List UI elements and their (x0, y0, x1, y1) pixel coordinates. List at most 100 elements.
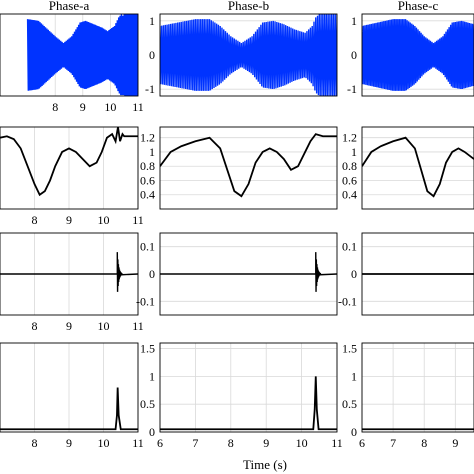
x-tick-label: 11 (132, 213, 144, 227)
series-line (0, 252, 138, 292)
series-line (362, 136, 474, 198)
y-tick-label: 0.1 (342, 240, 357, 254)
y-tick-label: -0.1 (136, 294, 155, 308)
plot-area (362, 136, 474, 198)
plot-area (160, 133, 337, 198)
y-tick-label: 0.5 (342, 397, 357, 411)
x-tick-label: 9 (263, 436, 269, 450)
subplot-r1c2: -1 0 1 Phase-b (145, 0, 338, 97)
x-tick-label: 9 (80, 100, 86, 114)
x-tick-label: 6 (157, 436, 163, 450)
axes-box (361, 232, 474, 316)
axes-box (361, 13, 474, 97)
series-line (160, 133, 337, 198)
y-tick-label: 1 (149, 145, 155, 159)
x-tick-label: 7 (390, 436, 396, 450)
x-tick-label: 11 (132, 319, 144, 333)
x-tick-label: 9 (66, 319, 72, 333)
subplot-r2c2: 0.40.60.811.2 (140, 126, 338, 210)
subplot-r1c1: 8 9 10 11 Phase-a (0, 0, 144, 114)
axes-box (159, 126, 338, 210)
axes-box (0, 13, 139, 97)
x-tick-label: 8 (228, 436, 234, 450)
x-tick-label: 8 (52, 100, 58, 114)
x-tick-label: 10 (296, 436, 308, 450)
subplot-r2c3: 0.40.60.811.2 (342, 126, 474, 210)
y-tick-label: 0 (351, 48, 357, 62)
subplot-title: Phase-b (228, 0, 269, 13)
subplot-r2c1: 8 9 10 11 (0, 126, 144, 227)
y-tick-label: 0.5 (140, 397, 155, 411)
y-tick-label: 1.5 (342, 342, 357, 356)
y-tick-label: 1 (149, 369, 155, 383)
y-tick-label: 1 (351, 145, 357, 159)
series-line (0, 127, 138, 197)
x-tick-label: 6 (359, 436, 365, 450)
y-tick-label: 0.1 (140, 240, 155, 254)
x-tick-label: 10 (104, 100, 116, 114)
subplot-title: Phase-c (398, 0, 439, 13)
x-tick-label: 8 (421, 436, 427, 450)
plot-area (0, 252, 138, 292)
axes-box (361, 342, 474, 433)
subplot-r3c3: -0.1 0 0.1 (338, 232, 474, 316)
y-tick-label: 1.2 (140, 131, 155, 145)
subplot-r3c2: -0.1 0 0.1 (136, 232, 338, 316)
axes-box (159, 13, 338, 97)
subplot-r4c2: 0 0.5 1 1.5 6 7 8 9 10 11 (140, 342, 343, 450)
x-tick-label: 8 (32, 436, 38, 450)
y-tick-label: 1 (351, 369, 357, 383)
y-tick-label: 1.5 (140, 342, 155, 356)
series-line (160, 252, 337, 292)
series-line (160, 14, 337, 96)
y-tick-label: 0.6 (342, 173, 357, 187)
y-tick-label: 0.4 (140, 188, 155, 202)
axes-box (159, 342, 338, 433)
x-axis-label: Time (s) (243, 457, 287, 472)
y-tick-label: 0 (351, 425, 357, 439)
series-line (362, 19, 474, 91)
y-tick-label: 0.6 (140, 173, 155, 187)
y-tick-label: -0.1 (338, 294, 357, 308)
x-tick-label: 11 (132, 436, 144, 450)
x-tick-label: 10 (98, 436, 110, 450)
y-tick-label: 1 (149, 14, 155, 28)
y-tick-label: 0 (149, 267, 155, 281)
axes-box (0, 232, 139, 316)
plot-area (0, 127, 138, 197)
subplot-title: Phase-a (49, 0, 90, 13)
y-tick-label: -1 (347, 82, 357, 96)
subplot-r4c3: 0 0.5 1 1.5 6 7 8 9 (342, 342, 474, 450)
x-tick-label: 7 (192, 436, 198, 450)
series-line (160, 376, 337, 431)
plot-area (26, 14, 138, 96)
x-tick-label: 9 (66, 213, 72, 227)
y-tick-label: -1 (145, 82, 155, 96)
plot-area (0, 387, 138, 431)
plot-area (362, 19, 474, 91)
y-tick-label: 0 (149, 425, 155, 439)
x-tick-label: 10 (98, 319, 110, 333)
x-tick-label: 10 (98, 213, 110, 227)
x-tick-label: 11 (331, 436, 343, 450)
y-tick-label: 1.2 (342, 131, 357, 145)
plot-area (160, 252, 337, 292)
subplot-r3c1: 8 9 10 11 (0, 232, 144, 333)
x-tick-label: 11 (132, 100, 144, 114)
x-tick-label: 9 (452, 436, 458, 450)
axes-box (0, 126, 139, 210)
axes-box (361, 126, 474, 210)
y-tick-label: 0.8 (342, 159, 357, 173)
y-tick-label: 0 (149, 48, 155, 62)
y-tick-label: 1 (351, 14, 357, 28)
series-line (26, 14, 138, 96)
y-tick-label: 0 (351, 267, 357, 281)
subplot-r4c1: 8 9 10 11 (0, 342, 144, 450)
axes-box (0, 342, 139, 433)
series-line (0, 387, 138, 431)
x-tick-label: 9 (66, 436, 72, 450)
subplot-r1c3: -1 0 1 Phase-c (347, 0, 474, 97)
plot-area (160, 14, 337, 96)
